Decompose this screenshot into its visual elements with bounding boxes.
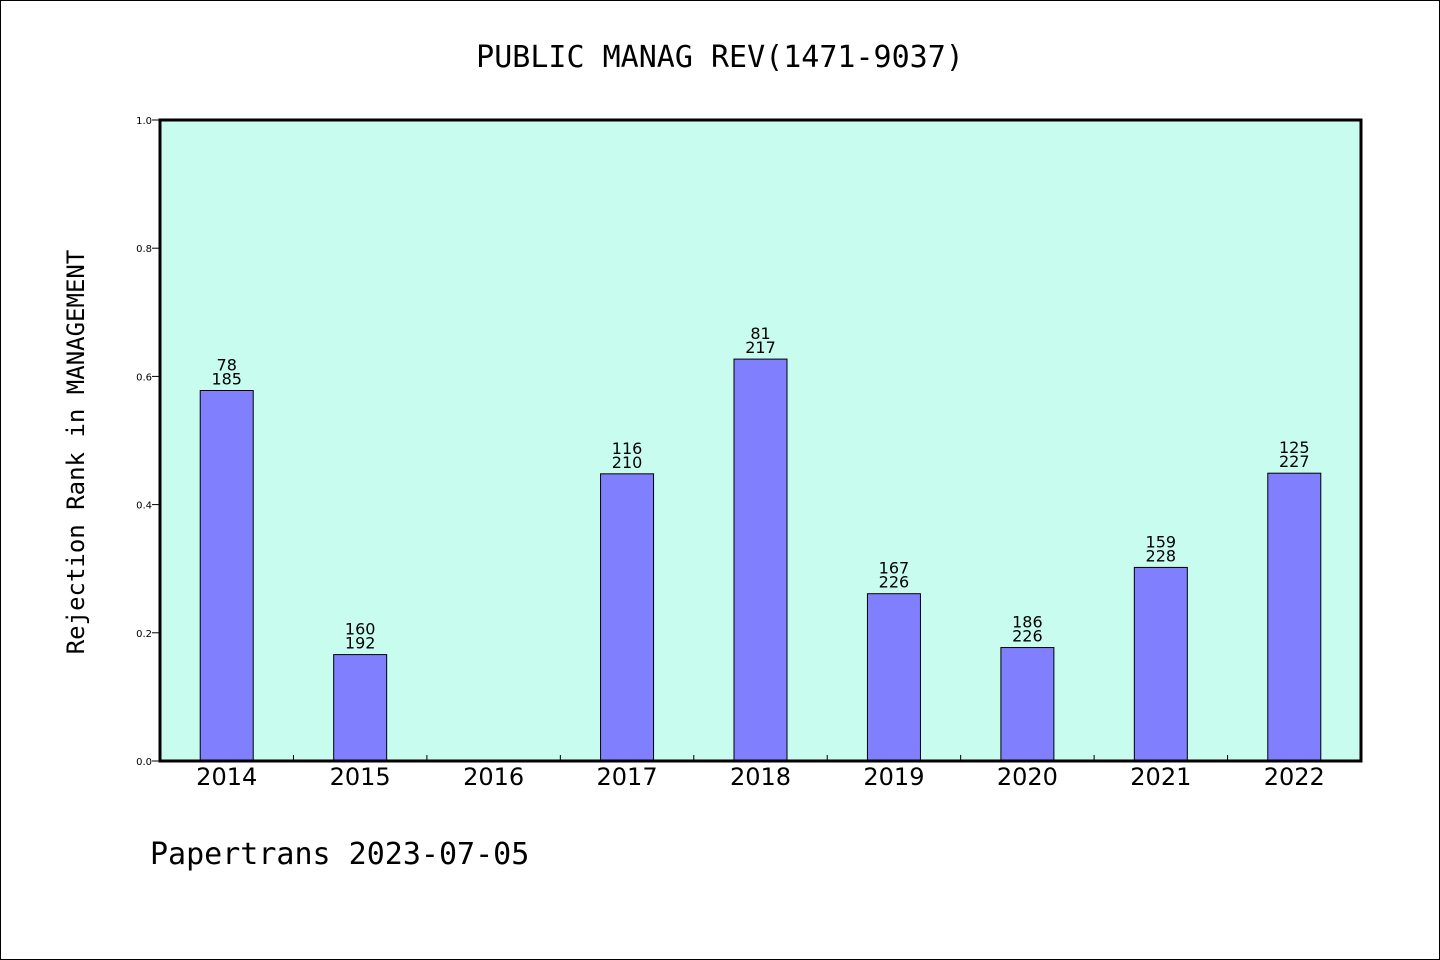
bar-2020 bbox=[1000, 647, 1055, 762]
data-label-top: 116 bbox=[612, 439, 643, 458]
data-label-top: 160 bbox=[345, 620, 376, 639]
data-label-bottom: 217 bbox=[745, 338, 776, 357]
data-label-top: 78 bbox=[217, 356, 237, 375]
x-axis: 2014 2015 2016 2017 2018 2019 2020 2021 2022 bbox=[196, 755, 1325, 791]
chart-title: PUBLIC MANAG REV(1471-9037) bbox=[476, 40, 964, 75]
y-tick-label: 0.2 bbox=[136, 629, 152, 640]
bar-2019 bbox=[866, 593, 921, 762]
y-tick-label: 0.4 bbox=[136, 501, 152, 512]
bar-2018 bbox=[733, 358, 788, 762]
data-label-top: 81 bbox=[750, 324, 770, 343]
x-tick-label: 2014 bbox=[196, 763, 257, 791]
footer-text: Papertrans 2023-07-05 bbox=[150, 837, 529, 872]
bar-2017 bbox=[600, 473, 655, 762]
data-label-bottom: 192 bbox=[345, 634, 376, 653]
y-tick-label: 0.8 bbox=[136, 244, 152, 255]
data-label-bottom: 226 bbox=[879, 573, 910, 592]
x-tick-label: 2020 bbox=[997, 763, 1058, 791]
bar-2014 bbox=[199, 390, 254, 762]
data-label-top: 159 bbox=[1146, 532, 1177, 551]
data-label-bottom: 226 bbox=[1012, 627, 1043, 646]
x-tick-label: 2021 bbox=[1130, 763, 1191, 791]
data-label-bottom: 185 bbox=[211, 370, 242, 389]
x-tick-label: 2018 bbox=[730, 763, 791, 791]
data-label-bottom: 227 bbox=[1279, 452, 1310, 471]
data-label-top: 125 bbox=[1279, 438, 1310, 457]
y-tick-label: 0.0 bbox=[136, 757, 152, 768]
plot-border bbox=[158, 118, 1363, 763]
data-label-top: 186 bbox=[1012, 613, 1043, 632]
data-label-bottom: 228 bbox=[1146, 546, 1177, 565]
data-label-bottom: 210 bbox=[612, 453, 643, 472]
y-axis-label: Rejection Rank in MANAGEMENT bbox=[62, 250, 90, 655]
y-tick-label: 1.0 bbox=[136, 116, 152, 127]
data-label-top: 167 bbox=[879, 559, 910, 578]
x-tick-label: 2016 bbox=[463, 763, 524, 791]
x-tick-label: 2022 bbox=[1264, 763, 1325, 791]
x-tick-label: 2017 bbox=[597, 763, 658, 791]
y-tick-label: 0.6 bbox=[136, 372, 152, 383]
data-labels: 7818516019211621081217167226186226159228… bbox=[211, 324, 1309, 653]
bars bbox=[199, 358, 1322, 762]
x-tick-label: 2019 bbox=[863, 763, 924, 791]
bar-2021 bbox=[1133, 566, 1188, 762]
bar-2022 bbox=[1267, 472, 1322, 762]
x-tick-label: 2015 bbox=[330, 763, 391, 791]
y-axis: 0.0 0.2 0.4 0.6 0.8 1.0 bbox=[136, 116, 160, 768]
bar-2015 bbox=[333, 654, 388, 762]
